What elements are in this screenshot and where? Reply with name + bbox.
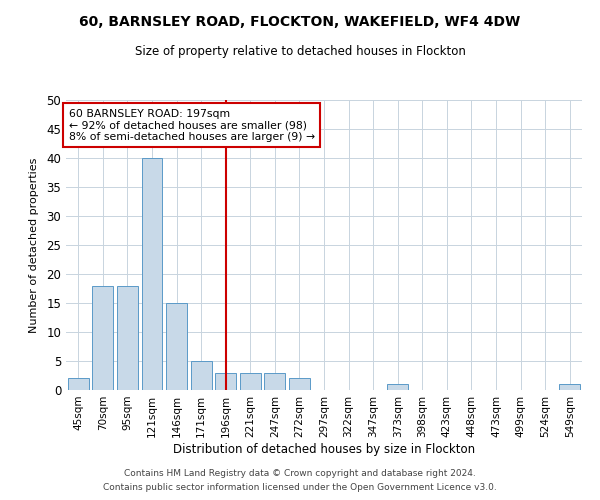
Text: Contains public sector information licensed under the Open Government Licence v3: Contains public sector information licen… bbox=[103, 484, 497, 492]
Bar bbox=[92, 286, 113, 390]
Y-axis label: Number of detached properties: Number of detached properties bbox=[29, 158, 40, 332]
Bar bbox=[559, 384, 580, 390]
Text: 60, BARNSLEY ROAD, FLOCKTON, WAKEFIELD, WF4 4DW: 60, BARNSLEY ROAD, FLOCKTON, WAKEFIELD, … bbox=[79, 15, 521, 29]
Bar bbox=[240, 372, 261, 390]
Bar bbox=[387, 384, 408, 390]
Bar bbox=[142, 158, 163, 390]
Bar bbox=[215, 372, 236, 390]
Bar bbox=[117, 286, 138, 390]
Text: Contains HM Land Registry data © Crown copyright and database right 2024.: Contains HM Land Registry data © Crown c… bbox=[124, 468, 476, 477]
Bar bbox=[68, 378, 89, 390]
Bar bbox=[191, 361, 212, 390]
Text: Size of property relative to detached houses in Flockton: Size of property relative to detached ho… bbox=[134, 45, 466, 58]
Bar bbox=[289, 378, 310, 390]
Bar bbox=[265, 372, 286, 390]
Bar bbox=[166, 303, 187, 390]
X-axis label: Distribution of detached houses by size in Flockton: Distribution of detached houses by size … bbox=[173, 442, 475, 456]
Text: 60 BARNSLEY ROAD: 197sqm
← 92% of detached houses are smaller (98)
8% of semi-de: 60 BARNSLEY ROAD: 197sqm ← 92% of detach… bbox=[68, 108, 315, 142]
